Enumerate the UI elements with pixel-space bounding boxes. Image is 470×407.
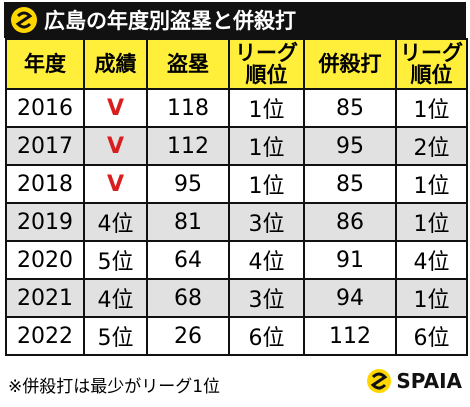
table-cell: 68 [146,278,230,318]
table-cell: 5位 [83,240,148,280]
brand-logo [367,369,392,393]
table-cell: 1位 [228,164,305,204]
table-cell: 64 [146,240,230,280]
table-cell: 1位 [228,126,305,166]
table-cell: 6位 [228,316,305,356]
table-cell: 2020 [5,240,85,280]
column-header: 併殺打 [303,38,397,90]
column-header: リーグ 順位 [395,38,468,90]
table-cell: 85 [303,164,397,204]
title: 広島の年度別盗塁と併殺打 [44,9,296,33]
table-cell: 2017 [5,126,85,166]
table-cell: 94 [303,278,397,318]
table-cell: 4位 [228,240,305,280]
table-cell: 2019 [5,202,85,242]
table-cell: 85 [303,88,397,128]
table-cell: 2022 [5,316,85,356]
table-cell: 4位 [83,278,148,318]
brand: SPAIA [366,368,462,394]
table-cell: 2016 [5,88,85,128]
table-row: 2019 4位 81 3位 86 1位 [5,202,468,242]
table-cell: 3位 [228,202,305,242]
table-cell: 6位 [395,316,468,356]
table-cell: 118 [146,88,230,128]
table-cell: 1位 [395,164,468,204]
table-cell: 3位 [228,278,305,318]
table-cell: 95 [303,126,397,166]
column-header: リーグ 順位 [228,38,305,90]
table-cell: 1位 [395,88,468,128]
table-row: 2020 5位 64 4位 91 4位 [5,240,468,280]
table-cell: 5位 [83,316,148,356]
table-cell: 1位 [228,88,305,128]
header-row: 年度 成績 盗塁 リーグ 順位 併殺打 リーグ 順位 [5,38,468,90]
table-cell: 112 [146,126,230,166]
table-cell: 4位 [395,240,468,280]
table-cell: 91 [303,240,397,280]
table-cell: 112 [303,316,397,356]
table-cell: 26 [146,316,230,356]
table-cell: V [83,88,148,128]
table: 年度 成績 盗塁 リーグ 順位 併殺打 リーグ 順位 2016 V 118 1位 85 1位 2017… [5,38,468,356]
table-row: 2021 4位 68 3位 94 1位 [5,278,468,318]
table-cell: 86 [303,202,397,242]
table-row: 2016 V 118 1位 85 1位 [5,88,468,128]
column-header: 盗塁 [146,38,230,90]
table-cell: 1位 [395,278,468,318]
footnote: ※併殺打は最少がリーグ1位 [8,377,221,397]
table-cell: 1位 [395,202,468,242]
table-cell: 2021 [5,278,85,318]
table-cell: 2位 [395,126,468,166]
title-bar: 広島の年度別盗塁と併殺打 [4,2,466,38]
column-header: 年度 [5,38,85,90]
table-cell: 4位 [83,202,148,242]
table-cell: 95 [146,164,230,204]
table-cell: V [83,164,148,204]
table-row: 2017 V 112 1位 95 2位 [5,126,468,166]
table-row: 2022 5位 26 6位 112 6位 [5,316,468,356]
table-cell: 81 [146,202,230,242]
table-cell: 2018 [5,164,85,204]
table-cell: V [83,126,148,166]
table-row: 2018 V 95 1位 85 1位 [5,164,468,204]
brand-name: SPAIA [396,369,462,393]
column-header: 成績 [83,38,148,90]
logo [11,7,37,33]
